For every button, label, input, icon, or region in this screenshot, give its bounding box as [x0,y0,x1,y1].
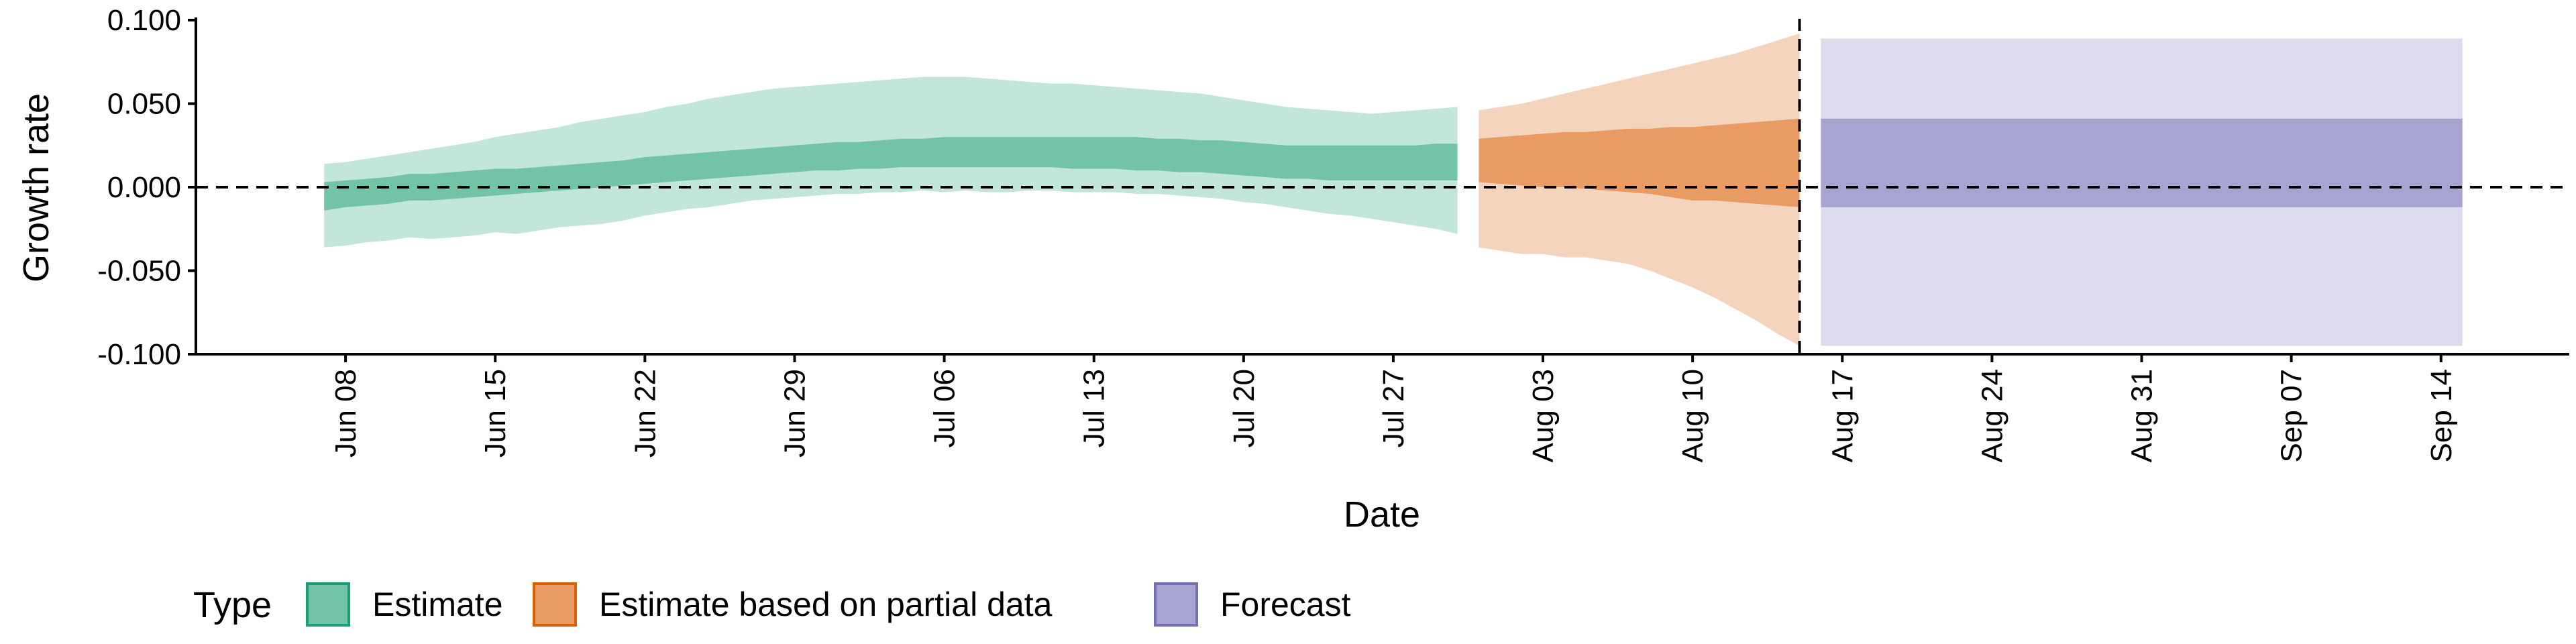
legend: Type Estimate Estimate based on partial d… [193,582,1351,627]
x-tick-label: Aug 31 [2126,369,2159,462]
estimate-legend-label: Estimate [372,586,503,623]
forecast-inner-band [1821,118,2463,207]
y-tick-label: -0.100 [97,338,181,371]
x-tick-label: Aug 10 [1676,369,1709,462]
forecast-legend-key [1154,582,1198,627]
legend-title: Type [193,585,272,625]
estimate-based-on-partial-data-inner-band [1479,118,1800,207]
y-tick-label: 0.100 [107,4,181,37]
y-tick-label: -0.050 [97,255,181,288]
estimate-inner-band [324,137,1458,211]
x-tick-label: Aug 03 [1527,369,1560,462]
x-tick-label: Aug 17 [1826,369,1859,462]
x-tick-label: Sep 07 [2275,369,2308,462]
x-tick-label: Jul 06 [928,369,961,447]
x-tick-label: Jul 13 [1078,369,1111,447]
reference-lines [196,19,2569,354]
x-axis-title: Date [1344,494,1420,535]
estimate-legend-key [306,582,350,627]
x-tick-label: Jul 20 [1228,369,1260,447]
estimate-based-on-partial-data-legend-label: Estimate based on partial data [599,586,1053,623]
x-tick-label: Aug 24 [1976,369,2008,462]
x-tick-label: Jun 29 [778,369,811,458]
forecast-legend-label: Forecast [1220,586,1351,623]
y-tick-label: 0.000 [107,171,181,204]
series-bands [324,33,2463,346]
x-tick-label: Jun 22 [629,369,661,458]
y-tick-label: 0.050 [107,88,181,121]
x-tick-label: Sep 14 [2425,369,2458,462]
axis-ticks: -0.100 -0.050 0.000 0.050 0.100 Jun 08 Jun 15 J… [97,4,2458,462]
x-tick-label: Jul 27 [1377,369,1410,447]
estimate-based-on-partial-data-legend-key [533,582,577,627]
x-tick-label: Jun 08 [329,369,362,458]
x-tick-label: Jun 15 [479,369,512,458]
y-axis-title: Growth rate [16,93,56,282]
